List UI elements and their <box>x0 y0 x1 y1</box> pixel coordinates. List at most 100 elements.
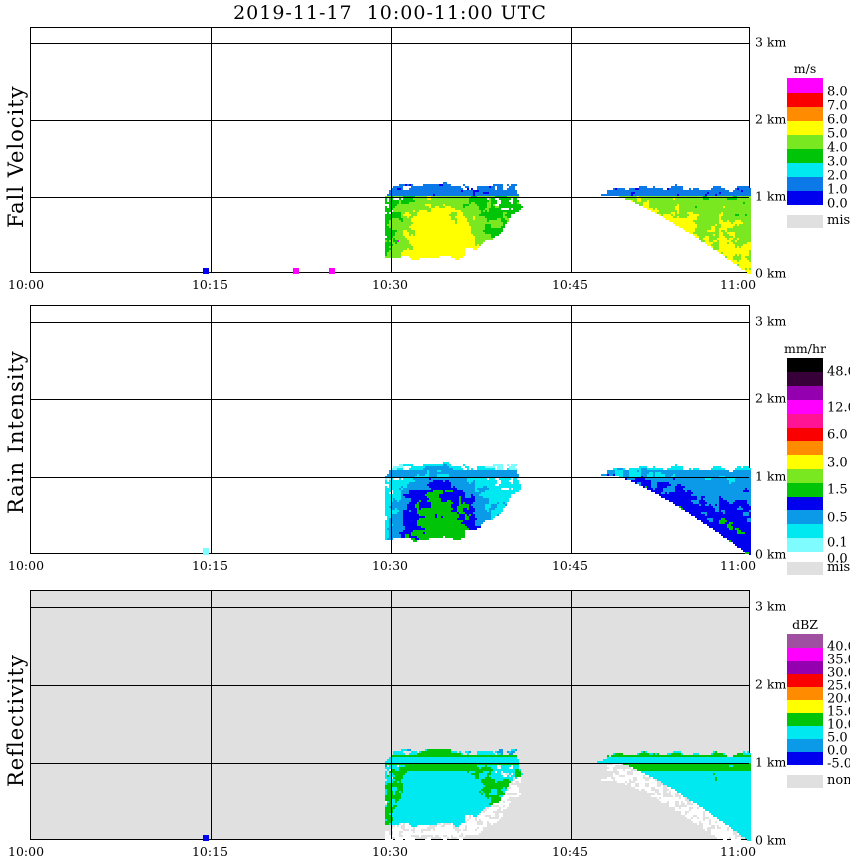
colorbar-band <box>787 523 823 538</box>
colorbar-tick-label: 5.0 <box>827 730 848 746</box>
colorbar-band <box>787 699 823 713</box>
colorbar-band <box>787 673 823 687</box>
x-tick-label: 11:00 <box>720 844 757 859</box>
gridline-horizontal <box>31 197 749 198</box>
gridline-horizontal <box>31 477 749 478</box>
panel-fall-velocity <box>30 27 751 274</box>
gridline-vertical <box>391 591 392 839</box>
colorbar-band <box>787 686 823 700</box>
colorbar-tick-label: 1.0 <box>827 182 848 198</box>
colorbar-tick-label: 35.0 <box>827 652 850 668</box>
gridline-vertical <box>211 591 212 839</box>
colorbar-band <box>787 162 823 177</box>
colorbar-band <box>787 190 823 205</box>
colorbar-band <box>787 537 823 552</box>
colorbar-band <box>787 660 823 674</box>
colorbar-band <box>787 496 823 511</box>
colorbar-band <box>787 176 823 191</box>
colorbar-tick-label: 25.0 <box>827 678 850 694</box>
gridline-vertical <box>571 28 572 272</box>
panel-reflectivity <box>30 590 751 841</box>
y-tick-label: 2 km <box>755 676 787 692</box>
colorbar-missing-swatch <box>787 775 823 788</box>
y-tick-label: 2 km <box>755 390 787 406</box>
y-tick-label: 0 km <box>755 265 787 281</box>
colorbar-tick-label: 3.0 <box>827 154 848 170</box>
colorbar-band <box>787 482 823 497</box>
gridline-horizontal <box>31 322 749 323</box>
colorbar-band <box>787 120 823 135</box>
x-tick-label: 10:45 <box>551 558 589 573</box>
gridline-vertical <box>571 591 572 839</box>
colorbar-tick-label: 0.0 <box>827 551 848 567</box>
colorbar-band <box>787 148 823 163</box>
colorbar-band <box>787 385 823 400</box>
colorbar-tick-label: 3.0 <box>827 455 848 471</box>
gridline-horizontal <box>31 43 749 44</box>
colorbar-band <box>787 468 823 483</box>
colorbar-missing-label: miss <box>827 213 850 228</box>
colorbar-band <box>787 358 823 373</box>
colorbar-tick-label: 40.0 <box>827 639 850 655</box>
x-tick-label: 11:00 <box>720 558 757 573</box>
colorbar-tick-label: 5.0 <box>827 126 848 142</box>
colorbar-band <box>787 92 823 107</box>
colorbar-band <box>787 413 823 428</box>
x-tick-label: 10:00 <box>8 844 45 859</box>
x-tick-label: 10:45 <box>551 844 589 859</box>
colorbar-rain-intensity: mm/hr 0.00.1 0.5 1.5 3.0 6.0 12.0 48.0 miss <box>784 341 850 576</box>
gridline-vertical <box>391 28 392 272</box>
colorbar-band <box>787 454 823 469</box>
colorbar-missing-label: none <box>827 773 850 788</box>
colorbar-fall-velocity: m/s 0.01.02.03.04.05.06.07.08.0 miss <box>787 61 850 228</box>
colorbar-band <box>787 725 823 739</box>
colorbar-tick-label: 4.0 <box>827 140 848 156</box>
y-tick-label: 0 km <box>755 832 787 848</box>
colorbar-tick-label: 0.0 <box>827 196 848 212</box>
gridline-vertical <box>571 306 572 553</box>
colorbar-tick-label: 8.0 <box>827 84 848 100</box>
x-tick-label: 10:30 <box>371 277 409 292</box>
x-tick-label: 10:15 <box>191 277 229 292</box>
x-tick-label: 10:45 <box>551 277 589 292</box>
panel-label-reflectivity: Reflectivity <box>4 654 28 787</box>
colorbar-tick-label: 0.0 <box>827 743 848 759</box>
x-tick-label: 10:00 <box>8 277 45 292</box>
gridline-vertical <box>211 306 212 553</box>
panel-rain-intensity <box>30 305 751 555</box>
y-tick-label: 1 km <box>755 754 787 770</box>
colorbar-tick-label: 10.0 <box>827 717 850 733</box>
y-tick-label: 1 km <box>755 188 787 204</box>
y-tick-label: 0 km <box>755 546 787 562</box>
x-tick-label: 10:15 <box>191 844 229 859</box>
gridline-horizontal <box>31 685 749 686</box>
colorbar-units: m/s <box>793 61 817 76</box>
colorbar-tick-label: 20.0 <box>827 691 850 707</box>
colorbar-tick-label: 0.5 <box>827 510 848 526</box>
colorbar-tick-label: 0.1 <box>827 535 848 551</box>
colorbar-tick-label: 1.5 <box>827 482 848 498</box>
colorbar-band <box>787 399 823 414</box>
colorbar-tick-label: 30.0 <box>827 665 850 681</box>
colorbar-band <box>787 440 823 456</box>
colorbar-reflectivity: dBZ -5.00.05.010.015.020.025.030.035.040… <box>787 617 850 788</box>
gridline-horizontal <box>31 763 749 764</box>
colorbar-tick-label: 15.0 <box>827 704 850 720</box>
colorbar-tick-label: 12.0 <box>827 400 850 416</box>
colorbar-tick-label: 7.0 <box>827 98 848 114</box>
gridline-horizontal <box>31 607 749 608</box>
colorbar-band <box>787 647 823 661</box>
y-tick-label: 2 km <box>755 111 787 127</box>
gridline-horizontal <box>31 399 749 400</box>
colorbar-band <box>787 509 823 525</box>
colorbar-band <box>787 371 823 387</box>
y-tick-label: 3 km <box>755 34 787 50</box>
colorbar-band <box>787 427 823 442</box>
colorbar-tick-label: 48.0 <box>827 364 850 380</box>
colorbar-band <box>787 78 823 93</box>
x-tick-label: 10:15 <box>191 558 229 573</box>
gridline-horizontal <box>31 120 749 121</box>
panel-label-fall-velocity: Fall Velocity <box>4 85 28 228</box>
colorbar-band <box>787 106 823 121</box>
